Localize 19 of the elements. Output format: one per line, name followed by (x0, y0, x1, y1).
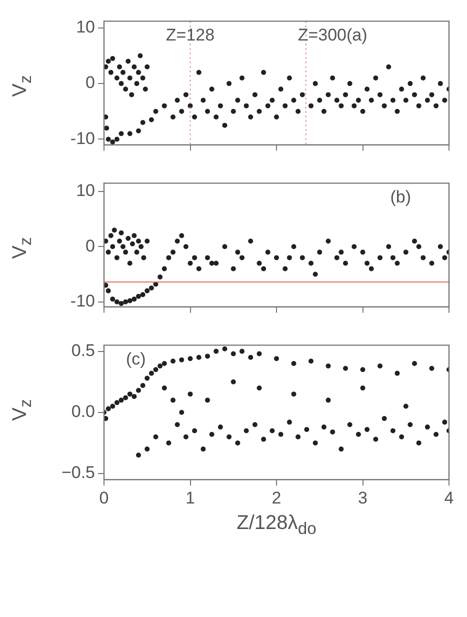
annotation: Z=128 (166, 25, 215, 44)
y-tick-label: -10 (70, 292, 95, 311)
y-tick-label: 0.0 (71, 402, 95, 422)
x-tick-label: 0 (99, 488, 109, 508)
annotation: (c) (126, 349, 146, 368)
y-tick-label: 10 (76, 181, 95, 200)
y-tick-label: −0.5 (61, 463, 95, 482)
x-axis-title: Z/128λ$_{do}$ (236, 512, 318, 539)
annotation: Z=300(a) (298, 25, 368, 44)
annotation: (b) (390, 187, 411, 206)
y-tick-label: 0 (86, 73, 95, 92)
x-tick-label: 2 (272, 488, 282, 508)
x-tick-label: 1 (186, 488, 195, 508)
y-tick-label: -10 (70, 128, 95, 148)
x-tick-label: 3 (358, 488, 368, 508)
x-tick-label: 4 (444, 488, 454, 508)
y-tick-label: 0.5 (71, 340, 95, 360)
y-tick-label: 0 (86, 236, 95, 256)
y-tick-label: 10 (76, 18, 95, 37)
